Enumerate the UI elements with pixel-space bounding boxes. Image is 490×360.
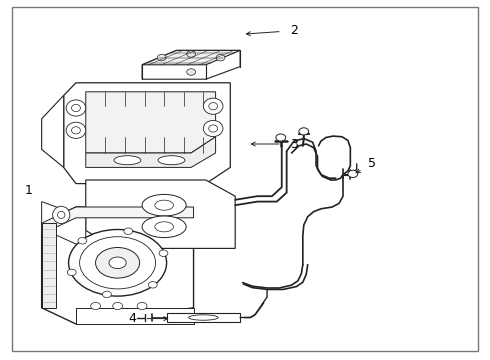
Polygon shape — [86, 180, 235, 248]
Circle shape — [187, 69, 196, 75]
Circle shape — [113, 302, 122, 310]
Ellipse shape — [114, 156, 141, 165]
Polygon shape — [42, 95, 64, 167]
Polygon shape — [42, 202, 86, 248]
Circle shape — [124, 228, 133, 234]
Polygon shape — [142, 50, 240, 65]
Circle shape — [91, 302, 100, 310]
Circle shape — [102, 291, 111, 298]
Ellipse shape — [58, 211, 65, 219]
Ellipse shape — [209, 125, 218, 132]
Text: 2: 2 — [290, 24, 298, 37]
Polygon shape — [86, 92, 216, 153]
Ellipse shape — [66, 122, 86, 138]
Ellipse shape — [203, 120, 223, 136]
Circle shape — [187, 51, 196, 57]
Circle shape — [137, 302, 147, 310]
Polygon shape — [86, 137, 216, 167]
Ellipse shape — [142, 216, 186, 238]
Ellipse shape — [109, 257, 126, 269]
Polygon shape — [42, 223, 56, 308]
Circle shape — [78, 238, 87, 244]
Ellipse shape — [79, 237, 156, 289]
Polygon shape — [167, 313, 240, 322]
Ellipse shape — [189, 315, 218, 320]
Ellipse shape — [155, 200, 173, 210]
Polygon shape — [64, 83, 230, 184]
Circle shape — [216, 54, 225, 61]
Text: 3: 3 — [290, 138, 298, 150]
Circle shape — [159, 250, 168, 256]
Ellipse shape — [142, 194, 186, 216]
Polygon shape — [42, 207, 194, 234]
Ellipse shape — [209, 103, 218, 110]
Text: 1: 1 — [24, 184, 32, 197]
Circle shape — [299, 128, 309, 135]
Circle shape — [148, 282, 157, 288]
Ellipse shape — [158, 156, 185, 165]
Text: 4: 4 — [128, 312, 136, 325]
Ellipse shape — [203, 98, 223, 114]
Ellipse shape — [53, 206, 70, 224]
Text: 5: 5 — [368, 157, 376, 170]
Ellipse shape — [66, 100, 86, 116]
Circle shape — [348, 170, 358, 177]
Circle shape — [157, 54, 166, 61]
Ellipse shape — [155, 222, 173, 232]
Circle shape — [276, 134, 286, 141]
Ellipse shape — [72, 127, 80, 134]
Circle shape — [67, 269, 76, 276]
Ellipse shape — [96, 248, 140, 278]
Polygon shape — [142, 50, 240, 79]
Polygon shape — [76, 308, 194, 324]
Polygon shape — [42, 207, 194, 324]
Ellipse shape — [72, 104, 80, 112]
Ellipse shape — [69, 230, 167, 296]
